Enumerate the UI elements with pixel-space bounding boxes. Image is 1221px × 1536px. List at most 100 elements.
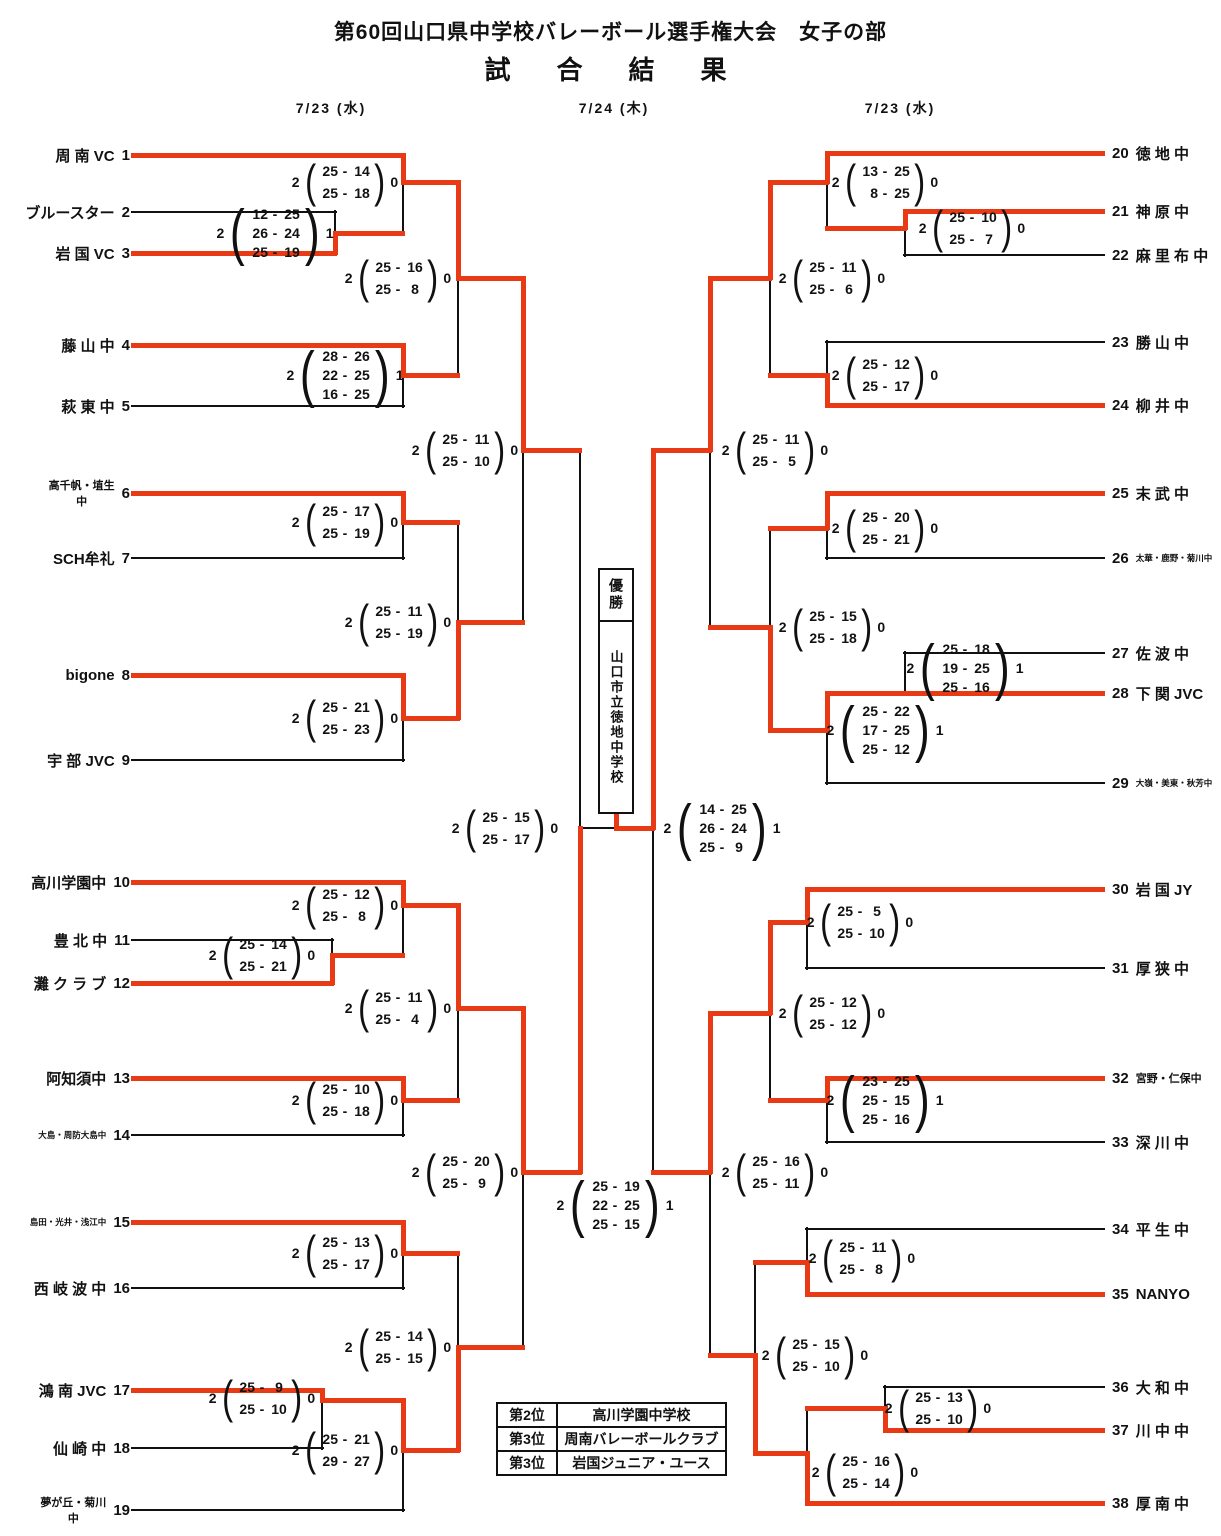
connector-line <box>806 920 808 970</box>
set-scores: 25-13 25-10 <box>911 1386 965 1430</box>
sets-won-right: 1 <box>935 722 944 738</box>
match-score-bracket: 2(25-13 25-10) 0 <box>878 1383 998 1433</box>
sets-won-left: 2 <box>778 619 787 635</box>
match-score-bracket: 2(23-25 25-15 25-16) 1 <box>825 1069 945 1131</box>
sets-won-right: 1 <box>665 1197 674 1213</box>
team-seed: 5 <box>121 397 130 415</box>
match-score-bracket: 2(12-25 26-24 25-19) 1 <box>215 202 335 264</box>
bracket-paren: ) <box>861 251 873 304</box>
team-seed: 22 <box>1112 246 1129 264</box>
set-scores: 25-16 25-14 <box>838 1450 892 1494</box>
set-score-row: 12-25 <box>252 206 300 222</box>
set-scores: 25-11 25-4 <box>371 986 425 1030</box>
set-score-row: 29-27 <box>322 1453 370 1469</box>
sets-won-left: 2 <box>826 1092 835 1108</box>
sets-won-left: 2 <box>291 710 300 726</box>
team-seed: 36 <box>1112 1378 1129 1396</box>
set-score-row: 25-15 <box>862 1092 910 1108</box>
bracket-paren: ) <box>804 423 816 476</box>
set-score-row: 25-9 <box>442 1175 486 1191</box>
connector-line <box>904 651 906 695</box>
connector-line <box>455 620 461 720</box>
team-seed: 20 <box>1112 144 1129 162</box>
bracket-paren: ) <box>427 1320 439 1373</box>
connector-line <box>824 1076 830 1102</box>
connector-line <box>401 372 460 378</box>
team-seed: 11 <box>114 931 130 949</box>
date-label: 7/23 (水) <box>864 100 936 116</box>
set-score-row: 25-23 <box>322 721 370 737</box>
set-scores: 25-14 25-18 <box>318 160 372 204</box>
set-scores: 25-11 25-10 <box>438 428 492 472</box>
bracket-paren: ( <box>230 198 246 268</box>
sets-won-right: 0 <box>550 820 559 836</box>
set-scores: 25-20 25-9 <box>438 1150 492 1194</box>
connector-line <box>825 690 1105 696</box>
team-label: 豊 北 中 11 <box>18 929 130 951</box>
connector-line <box>457 1251 459 1349</box>
sets-won-left: 2 <box>344 1000 353 1016</box>
set-scores: 25-21 25-23 <box>318 696 372 740</box>
team-name: 岩 国 JY <box>1135 881 1193 899</box>
connector-line <box>131 490 405 496</box>
match-score-bracket: 2(25-13 25-17) 0 <box>285 1228 405 1278</box>
bracket-paren: ( <box>821 1231 833 1284</box>
match-score-bracket: 2(25-14 25-15) 0 <box>338 1322 458 1372</box>
team-name: 平 生 中 <box>1135 1221 1190 1239</box>
bracket-paren: ( <box>819 895 831 948</box>
connector-line <box>825 1141 1105 1143</box>
bracket-paren: ( <box>840 1065 856 1135</box>
team-seed: 16 <box>113 1279 130 1297</box>
sets-won-right: 0 <box>877 270 886 286</box>
connector-line <box>769 526 771 629</box>
connector-line <box>131 1447 324 1449</box>
set-score-row: 25-19 <box>252 244 300 260</box>
sets-won-right: 0 <box>930 520 939 536</box>
connector-line <box>768 1097 829 1103</box>
set-scores: 25-11 25-8 <box>835 1236 889 1280</box>
set-scores: 25-12 25-12 <box>805 991 859 1035</box>
connector-line <box>806 1227 808 1264</box>
team-label: 33 深 川 中 <box>1112 1131 1220 1153</box>
team-seed: 1 <box>121 146 130 164</box>
sets-won-right: 1 <box>935 1092 944 1108</box>
team-name: 灘 ク ラ ブ <box>33 975 107 993</box>
set-score-row: 23-25 <box>862 1073 910 1089</box>
set-score-row: 22-25 <box>592 1197 640 1213</box>
connector-line <box>806 1406 808 1455</box>
set-score-row: 25-12 <box>809 1016 857 1032</box>
bracket-paren: ) <box>844 1328 856 1381</box>
set-score-row: 25-6 <box>809 281 853 297</box>
connector-line <box>903 208 1105 214</box>
set-scores: 25-16 25-8 <box>371 256 425 300</box>
team-name: 西 岐 波 中 <box>33 1280 107 1298</box>
connector-line <box>651 447 712 453</box>
bracket-paren: ( <box>920 633 936 703</box>
connector-line <box>131 1075 405 1081</box>
sets-won-right: 0 <box>390 710 399 726</box>
set-score-row: 26-24 <box>252 225 300 241</box>
connector-line <box>321 1398 323 1450</box>
connector-line <box>400 343 406 377</box>
connector-line <box>753 1259 809 1265</box>
sets-won-right: 0 <box>307 947 316 963</box>
set-score-row: 25-10 <box>322 1081 370 1097</box>
team-name: 島田・光井・浅江中 <box>29 1217 107 1227</box>
bracket-paren: ( <box>304 691 316 744</box>
set-scores: 25-13 25-17 <box>318 1231 372 1275</box>
team-name: 岩 国 VC <box>55 245 115 263</box>
connector-line <box>131 1134 405 1136</box>
set-scores: 25-14 25-15 <box>371 1325 425 1369</box>
set-score-row: 25-9 <box>699 839 743 855</box>
sets-won-right: 0 <box>390 1442 399 1458</box>
sets-won-right: 0 <box>443 614 452 630</box>
team-label: 32 宮野・仁保中 <box>1112 1067 1220 1089</box>
set-scores: 28-26 22-25 16-25 <box>318 347 372 404</box>
team-name: 深 川 中 <box>1135 1134 1190 1152</box>
connector-line <box>824 491 830 530</box>
page-title: 第60回山口県中学校バレーボール選手権大会 女子の部 <box>333 21 888 44</box>
connector-line <box>402 520 404 560</box>
team-seed: 26 <box>1112 549 1129 567</box>
page-subtitle: 試 合 結 果 <box>484 55 737 85</box>
connector-line <box>709 1170 711 1357</box>
